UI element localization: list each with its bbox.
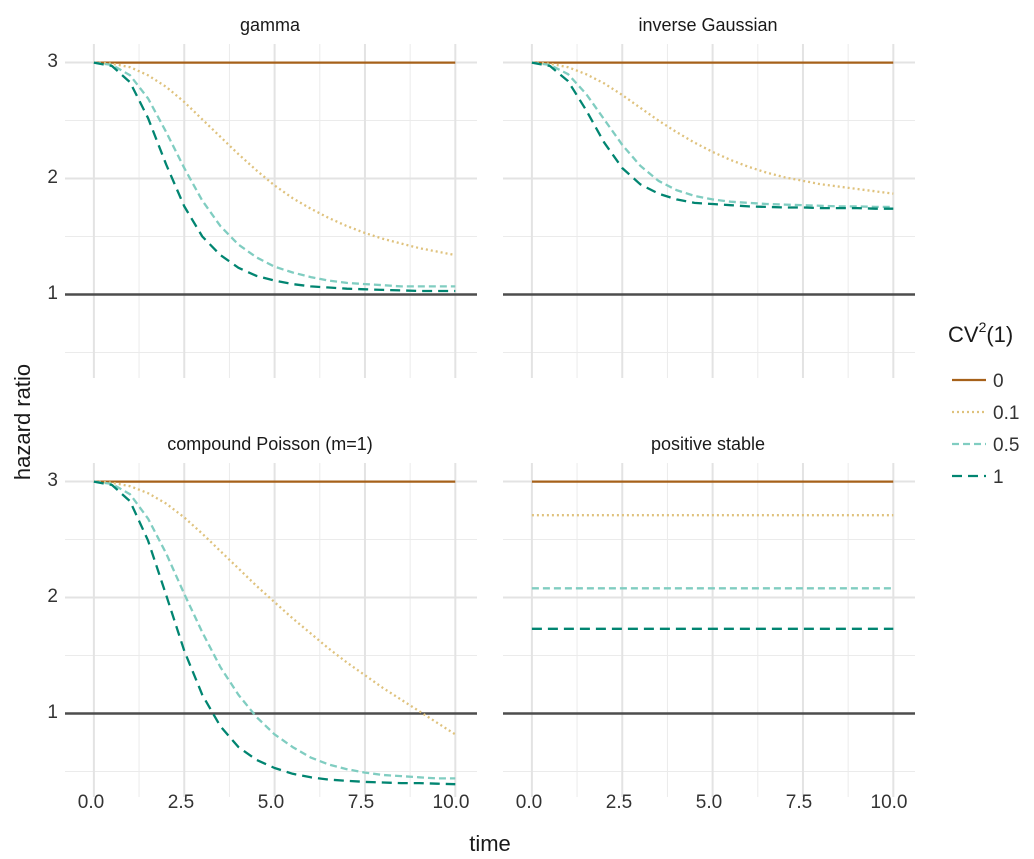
x-tick-label: 0.0 — [78, 792, 104, 813]
y-tick-label: 3 — [47, 51, 58, 72]
x-tick-label: 7.5 — [348, 792, 374, 813]
y-axis-bottom: 3 2 1 — [47, 470, 58, 723]
legend-label: 0.5 — [993, 435, 1019, 456]
series-line-1 — [531, 61, 894, 210]
panel-title-gamma: gamma — [240, 15, 301, 35]
x-tick-label: 2.5 — [606, 792, 632, 813]
x-tick-label: 5.0 — [258, 792, 284, 813]
legend: CV2(1) 0 0.1 0.5 1 — [948, 319, 1019, 488]
y-axis-title: hazard ratio — [10, 364, 35, 480]
legend-title-sup: 2 — [979, 319, 987, 335]
y-tick-label: 3 — [47, 470, 58, 491]
legend-label: 0.1 — [993, 403, 1019, 424]
legend-title: CV2(1) — [948, 319, 1013, 347]
panel-positive-stable — [503, 463, 915, 797]
panel-gamma — [65, 44, 477, 378]
x-tick-label: 2.5 — [168, 792, 194, 813]
series-line-0-5 — [93, 61, 456, 288]
series-line-0-1 — [93, 480, 456, 736]
series-line-0-1 — [531, 61, 894, 195]
y-axis-top: 3 2 1 — [47, 51, 58, 304]
series-line-1 — [93, 61, 456, 293]
x-axis-left: 0.0 2.5 5.0 7.5 10.0 — [78, 792, 470, 813]
x-axis-title: time — [469, 831, 511, 856]
x-tick-label: 10.0 — [871, 792, 908, 813]
panel-title-positive-stable: positive stable — [651, 434, 765, 454]
legend-title-suffix: (1) — [986, 322, 1013, 347]
x-tick-label: 7.5 — [786, 792, 812, 813]
series-line-0-5 — [531, 61, 894, 209]
y-tick-label: 2 — [47, 167, 58, 188]
series-line-1 — [93, 480, 456, 786]
panel-inverse-gaussian — [503, 44, 915, 378]
panel-title-compound-poisson: compound Poisson (m=1) — [167, 434, 373, 454]
panel-title-inverse-gaussian: inverse Gaussian — [638, 15, 777, 35]
panel-compound-poisson — [65, 463, 477, 797]
y-tick-label: 1 — [47, 283, 58, 304]
legend-label: 1 — [993, 467, 1004, 488]
y-tick-label: 2 — [47, 586, 58, 607]
x-tick-label: 0.0 — [516, 792, 542, 813]
y-tick-label: 1 — [47, 702, 58, 723]
legend-title-base: CV — [948, 322, 979, 347]
legend-label: 0 — [993, 371, 1004, 392]
x-tick-label: 10.0 — [433, 792, 470, 813]
x-axis-right: 0.0 2.5 5.0 7.5 10.0 — [516, 792, 908, 813]
series-line-0-5 — [93, 480, 456, 780]
x-tick-label: 5.0 — [696, 792, 722, 813]
